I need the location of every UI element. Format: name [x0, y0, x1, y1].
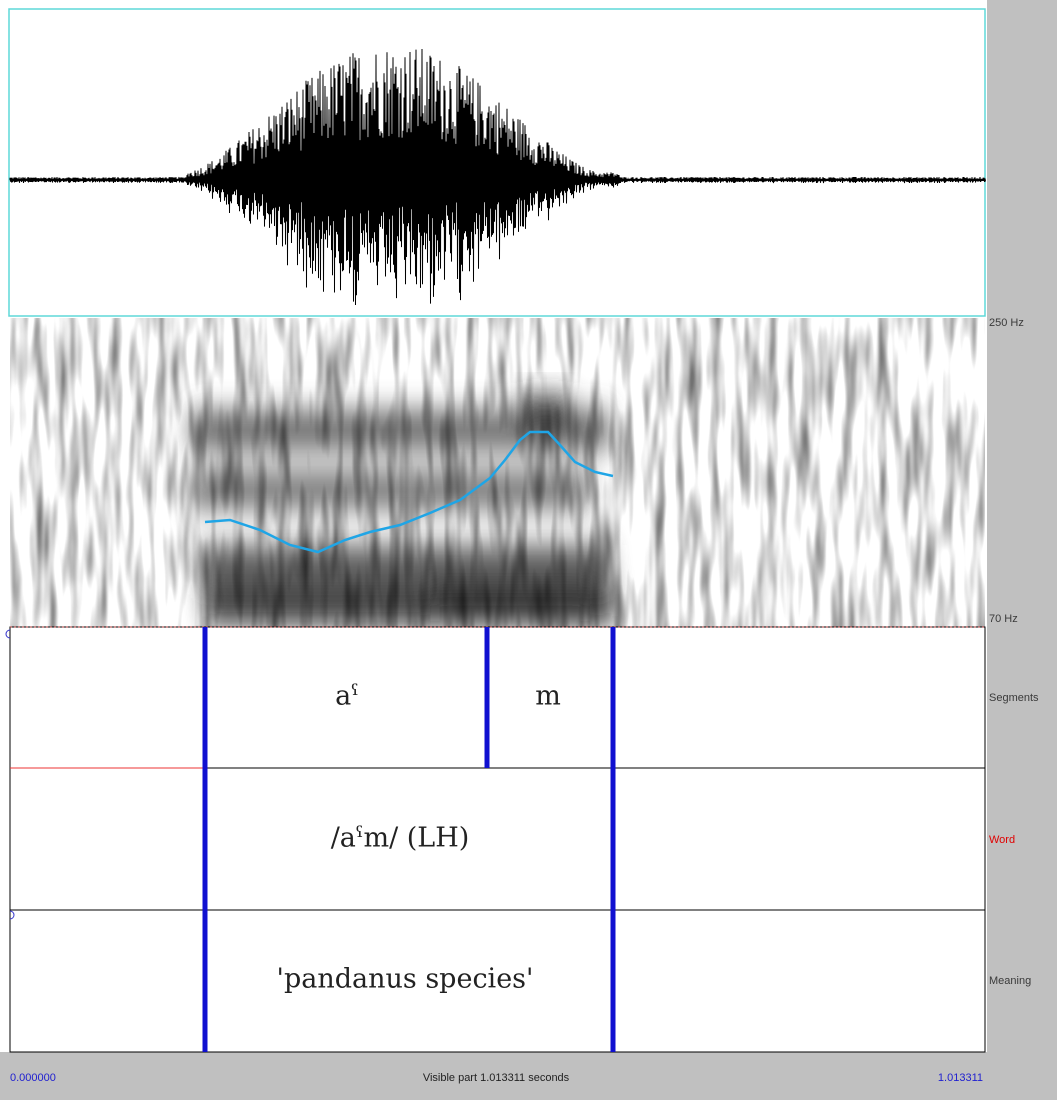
visible-duration: Visible part 1.013311 seconds	[423, 1072, 570, 1084]
tier-name: Word	[989, 834, 1015, 846]
tier-marker	[9, 910, 15, 920]
tier-name: Segments	[989, 692, 1039, 704]
waveform	[9, 48, 986, 306]
textgrid	[9, 626, 986, 1053]
end-time: 1.013311	[938, 1072, 983, 1084]
freq-max: 250 Hz	[989, 317, 1024, 329]
interval-text[interactable]: 'pandanus species'	[277, 964, 534, 995]
interval-text[interactable]: m	[535, 681, 561, 712]
pitch-curve	[204, 430, 614, 554]
tier-marker	[5, 629, 11, 639]
footer-bar	[0, 1052, 1057, 1100]
interval-text[interactable]: /aˤm/ (LH)	[331, 823, 470, 854]
tier-name: Meaning	[989, 975, 1031, 987]
freq-min: 70 Hz	[989, 613, 1018, 625]
spectrogram	[10, 318, 985, 627]
start-time: 0.000000	[10, 1072, 56, 1084]
side-strip	[987, 0, 1057, 1100]
interval-text[interactable]: aˤ	[335, 681, 359, 712]
